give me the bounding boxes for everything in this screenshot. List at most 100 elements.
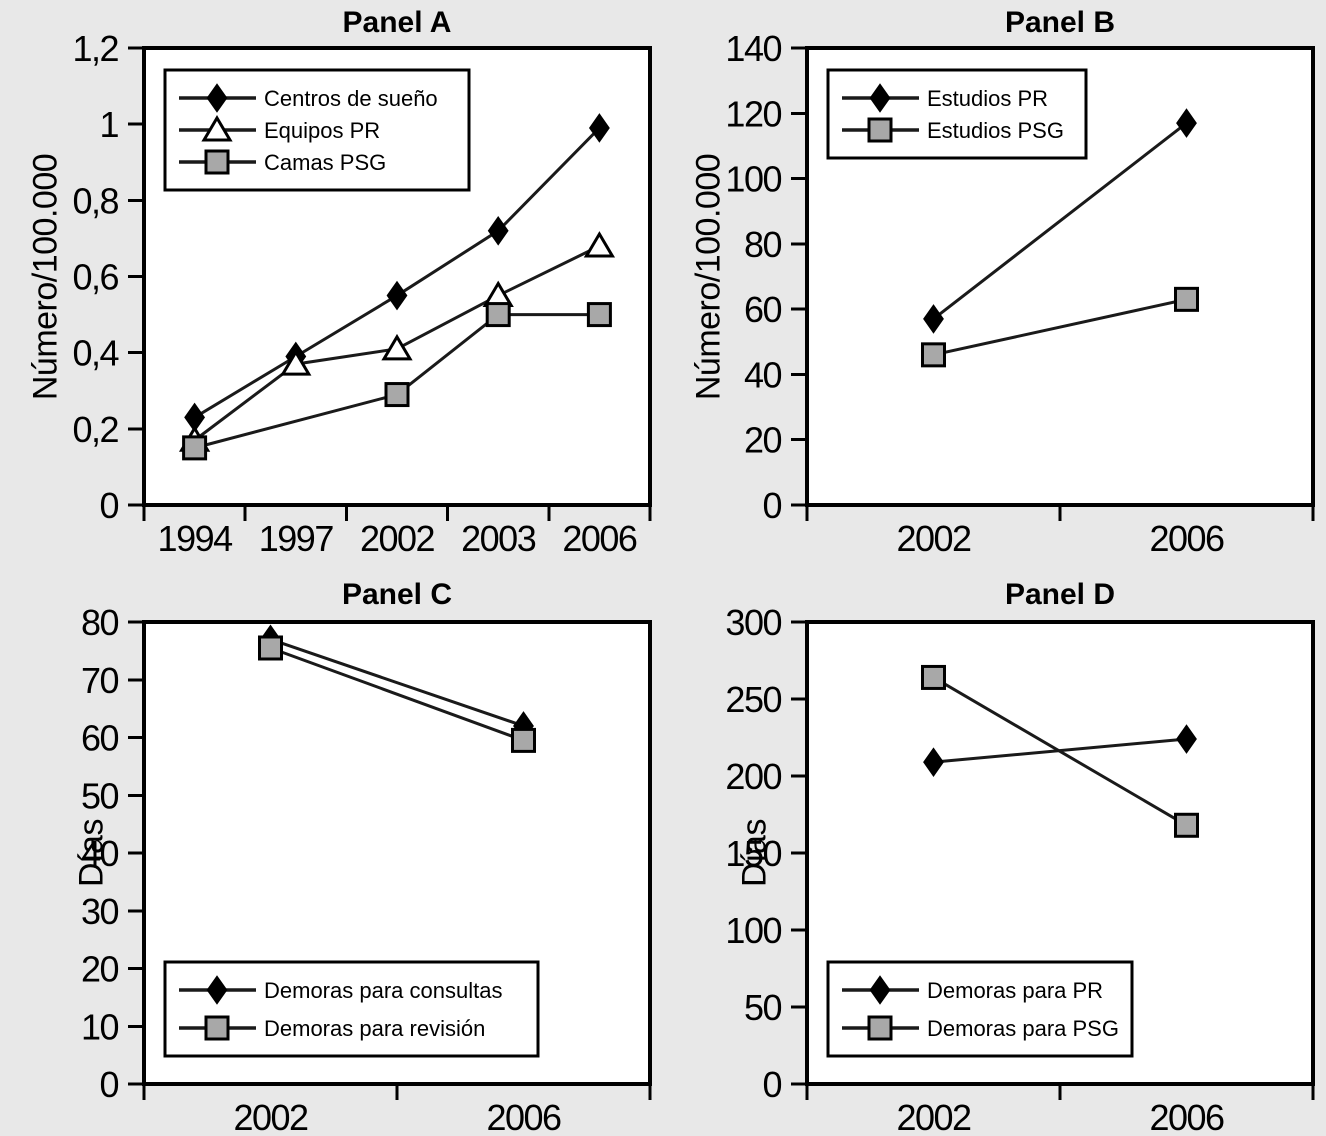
- data-point-marker-diamond: [923, 747, 944, 777]
- y-tick-label: 0,8: [72, 180, 118, 221]
- data-point-marker-triangle: [583, 231, 616, 258]
- data-point-marker-square: [384, 382, 410, 408]
- data-point-marker-diamond: [487, 215, 509, 246]
- y-tick-label: 250: [725, 679, 781, 720]
- plot-area-panel-b: 0 20 40 60 80 100 120 140 2002 2006 Estudios PR Est…: [725, 28, 1315, 559]
- legend-label: Centros de sueño: [264, 86, 438, 111]
- data-point-marker-diamond: [1176, 108, 1197, 138]
- y-tick-label: 0: [99, 1064, 118, 1105]
- data-point-marker-square: [511, 727, 536, 753]
- legend-label: Demoras para consultas: [264, 978, 502, 1003]
- series-line: [194, 313, 600, 450]
- y-tick-label: 70: [81, 660, 119, 701]
- y-tick-label: 10: [81, 1006, 119, 1047]
- data-point-marker-diamond: [588, 113, 610, 143]
- y-tick-label: 50: [81, 775, 119, 816]
- legend-label: Demoras para PSG: [927, 1016, 1119, 1041]
- y-tick-label: 80: [744, 224, 782, 265]
- series-line: [270, 637, 524, 728]
- panel-c: Panel C Días 0 10 20 30 40 50 60 70 80 2002 2006 De…: [0, 568, 663, 1136]
- legend-label: Equipos PR: [264, 118, 380, 143]
- panel-title: Panel C: [341, 578, 453, 611]
- legend-label: Estudios PR: [927, 86, 1048, 111]
- data-point-marker-square: [1174, 812, 1199, 838]
- x-tick-label: 1997: [259, 518, 334, 559]
- legend-marker-diamond: [206, 975, 228, 1005]
- data-point-marker-square: [921, 664, 946, 690]
- x-tick-label: 2002: [233, 1097, 308, 1136]
- legend-marker-diamond: [869, 83, 891, 113]
- y-tick-label: 60: [744, 289, 782, 330]
- panel-title: Panel B: [1004, 6, 1116, 39]
- series-line: [933, 297, 1187, 357]
- legend-marker-square: [867, 117, 893, 143]
- legend-marker-triangle: [201, 115, 233, 142]
- x-tick-label: 2006: [1149, 518, 1224, 559]
- legend-box: [826, 68, 1088, 160]
- data-point-marker-square: [258, 635, 283, 661]
- x-tick-label: 1994: [158, 518, 233, 559]
- data-point-marker-square: [921, 342, 946, 368]
- plot-area-panel-a: 0 0,2 0,4 0,6 0,8 1 1,2 1994 1997 2002 2003 2006 Cen…: [72, 28, 652, 559]
- series-line: [932, 121, 1188, 321]
- panel-title: Panel D: [1004, 578, 1116, 611]
- panel-d: Panel D Días 0 50 100 150 200 250 300 2002 2006 D…: [663, 568, 1326, 1136]
- legend-box: [826, 960, 1134, 1058]
- y-tick-label: 20: [81, 949, 119, 990]
- y-tick-label: 0,4: [72, 333, 118, 374]
- y-tick-label: 0,6: [72, 257, 118, 298]
- y-tick-label: 0: [762, 1064, 781, 1105]
- panel-title: Panel A: [342, 6, 452, 39]
- legend-label: Demoras para revisión: [264, 1016, 485, 1041]
- y-tick-label: 40: [744, 354, 782, 395]
- series-line: [269, 646, 525, 742]
- y-tick-label: 20: [744, 420, 782, 461]
- legend-marker-square: [204, 149, 230, 175]
- y-tick-label: 50: [744, 987, 782, 1028]
- panel-b: Panel B Número/100.000 0 20 40 60 80 100 120 14…: [663, 0, 1326, 568]
- y-tick-label: 80: [81, 602, 119, 643]
- panel-a: Panel A Número/100.000 0 0,2 0,4 0,6 0,8 1 1,2…: [0, 0, 663, 568]
- plot-area-panel-c: 0 10 20 30 40 50 60 70 80 2002 2006 Demoras para co…: [81, 602, 652, 1136]
- y-tick-label: 0: [99, 485, 118, 526]
- y-tick-label: 200: [725, 756, 781, 797]
- legend-marker-diamond: [206, 83, 228, 113]
- x-tick-label: 2002: [896, 1097, 971, 1136]
- legend-label: Demoras para PR: [927, 978, 1103, 1003]
- y-tick-label: 1: [99, 104, 118, 145]
- y-tick-label: 30: [81, 891, 119, 932]
- y-tick-label: 100: [725, 910, 781, 951]
- y-tick-label: 0,2: [72, 409, 118, 450]
- legend-box: [163, 960, 540, 1058]
- y-tick-label: 140: [725, 28, 781, 69]
- y-tick-label: 60: [81, 718, 119, 759]
- data-point-marker-square: [182, 435, 208, 461]
- y-tick-label: 1,2: [72, 28, 118, 69]
- x-tick-label: 2006: [1149, 1097, 1224, 1136]
- y-tick-label: 300: [725, 602, 781, 643]
- plot-area-panel-d: 0 50 100 150 200 250 300 2002 2006 Demoras para P…: [725, 602, 1315, 1136]
- x-tick-label: 2006: [486, 1097, 561, 1136]
- y-tick-label: 120: [725, 93, 781, 134]
- x-tick-label: 2002: [360, 518, 435, 559]
- y-tick-label: 150: [725, 833, 781, 874]
- legend-label: Estudios PSG: [927, 118, 1064, 143]
- y-tick-label: 40: [81, 833, 119, 874]
- y-tick-label: 0: [762, 485, 781, 526]
- data-point-marker-triangle: [280, 349, 312, 376]
- x-tick-label: 2003: [461, 518, 536, 559]
- legend-marker-square: [867, 1015, 893, 1041]
- data-point-marker-diamond: [923, 304, 944, 334]
- data-point-marker-square: [485, 302, 511, 328]
- legend-marker-diamond: [869, 975, 891, 1005]
- x-tick-label: 2006: [562, 518, 637, 559]
- legend-label: Camas PSG: [264, 150, 386, 175]
- x-tick-label: 2002: [896, 518, 971, 559]
- data-point-marker-square: [1174, 286, 1199, 312]
- data-point-marker-diamond: [1176, 724, 1197, 754]
- y-tick-label: 100: [725, 159, 781, 200]
- data-point-marker-diamond: [386, 280, 408, 311]
- legend-marker-square: [204, 1015, 230, 1041]
- data-point-marker-square: [586, 302, 612, 328]
